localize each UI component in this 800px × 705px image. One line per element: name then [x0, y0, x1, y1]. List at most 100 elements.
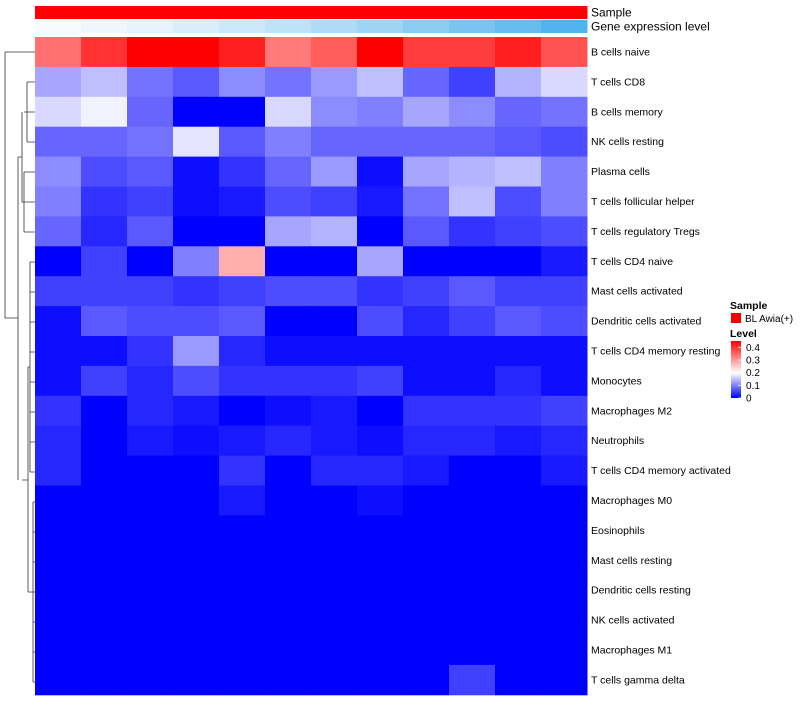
- heatmap-cell: [403, 276, 450, 307]
- heatmap-cell: [403, 216, 450, 247]
- heatmap-cell: [219, 425, 266, 457]
- heatmap-cell: [81, 635, 128, 666]
- row-label: T cells regulatory Tregs: [591, 226, 700, 238]
- heatmap-cell: [311, 575, 358, 606]
- heatmap-cell: [311, 395, 358, 427]
- heatmap-cell: [173, 545, 220, 576]
- heatmap-cell: [449, 515, 496, 546]
- heatmap-cell: [449, 425, 496, 457]
- heatmap-cell: [219, 336, 266, 367]
- heatmap-cell: [449, 66, 496, 98]
- annotation-cell: [311, 6, 358, 19]
- row-label: Macrophages M0: [591, 495, 672, 507]
- heatmap-cell: [311, 96, 358, 128]
- heatmap-cell: [127, 425, 174, 457]
- heatmap-cell: [449, 306, 496, 337]
- heatmap-cell: [219, 605, 266, 636]
- heatmap-cell: [357, 216, 404, 247]
- heatmap-cell: [495, 246, 542, 277]
- heatmap-cell: [35, 455, 82, 486]
- heatmap-cell: [219, 156, 266, 187]
- row-label: Eosinophils: [591, 525, 645, 537]
- heatmap-cell: [541, 186, 588, 217]
- heatmap-cell: [449, 276, 496, 307]
- row-label: B cells memory: [591, 106, 664, 118]
- legend-tick-label: 0: [746, 394, 752, 405]
- heatmap-cell: [495, 37, 542, 68]
- heatmap-cell: [403, 336, 450, 367]
- heatmap-cell: [127, 96, 174, 128]
- heatmap-cell: [127, 306, 174, 337]
- heatmap-cell: [81, 515, 128, 546]
- heatmap-cell: [541, 485, 588, 516]
- heatmap-cell: [81, 276, 128, 307]
- heatmap-cells: [35, 37, 588, 696]
- heatmap-cell: [311, 664, 358, 696]
- heatmap-cell: [311, 635, 358, 666]
- annotation-cell: [541, 6, 588, 19]
- row-label: T cells gamma delta: [591, 674, 685, 686]
- heatmap-cell: [311, 186, 358, 217]
- heatmap-cell: [495, 575, 542, 606]
- annotation-cell: [449, 20, 496, 33]
- heatmap-cell: [219, 485, 266, 516]
- legend-tick-label: 0.3: [746, 356, 760, 367]
- heatmap-cell: [81, 336, 128, 367]
- heatmap-cell: [541, 395, 588, 427]
- heatmap-cell: [219, 186, 266, 217]
- row-labels: B cells naive T cells CD8 B cells memory NK…: [591, 46, 731, 686]
- heatmap-cell: [403, 575, 450, 606]
- annotation-cell: [127, 20, 174, 33]
- heatmap-cell: [35, 575, 82, 606]
- annotation-cell: [81, 6, 128, 19]
- heatmap-cell: [173, 126, 220, 158]
- heatmap-cell: [219, 96, 266, 128]
- heatmap-cell: [265, 186, 312, 217]
- heatmap-cell: [357, 246, 404, 277]
- heatmap-cell: [35, 485, 82, 516]
- heatmap-cell: [403, 425, 450, 457]
- heatmap-cell: [127, 37, 174, 68]
- heatmap-cell: [35, 605, 82, 636]
- heatmap-cell: [541, 336, 588, 367]
- heatmap-cell: [495, 635, 542, 666]
- legend: Sample BL Awia(+) Level 0.4 0.30.2 0.1 0: [730, 300, 793, 405]
- heatmap-cell: [81, 186, 128, 217]
- annotation-cell: [265, 6, 312, 19]
- heatmap-cell: [173, 575, 220, 606]
- heatmap-cell: [35, 216, 82, 247]
- row-label: NK cells resting: [591, 136, 664, 148]
- row-label: Dendritic cells resting: [591, 585, 691, 597]
- heatmap-cell: [173, 37, 220, 68]
- heatmap-cell: [173, 635, 220, 666]
- heatmap-cell: [495, 96, 542, 128]
- heatmap-cell: [265, 216, 312, 247]
- annotation-cell: [173, 20, 220, 33]
- heatmap-cell: [265, 66, 312, 98]
- heatmap-cell: [403, 485, 450, 516]
- heatmap-cell: [219, 635, 266, 666]
- row-label: Monocytes: [591, 375, 642, 387]
- heatmap-cell: [81, 66, 128, 98]
- heatmap-cell: [35, 276, 82, 307]
- heatmap-cell: [265, 455, 312, 486]
- heatmap-cell: [357, 395, 404, 427]
- heatmap-cell: [219, 66, 266, 98]
- heatmap-cell: [173, 395, 220, 427]
- row-label: Macrophages M1: [591, 644, 672, 656]
- heatmap-cell: [173, 306, 220, 337]
- heatmap-cell: [311, 365, 358, 397]
- heatmap-cell: [81, 664, 128, 696]
- heatmap-cell: [311, 66, 358, 98]
- heatmap-cell: [81, 485, 128, 516]
- heatmap-cell: [449, 126, 496, 158]
- legend-tick-label: 0.1: [746, 381, 760, 392]
- heatmap-cell: [357, 336, 404, 367]
- heatmap-cell: [219, 664, 266, 696]
- row-label: Plasma cells: [591, 166, 650, 178]
- heatmap-cell: [357, 37, 404, 68]
- heatmap-cell: [81, 96, 128, 128]
- row-label: Mast cells activated: [591, 286, 683, 298]
